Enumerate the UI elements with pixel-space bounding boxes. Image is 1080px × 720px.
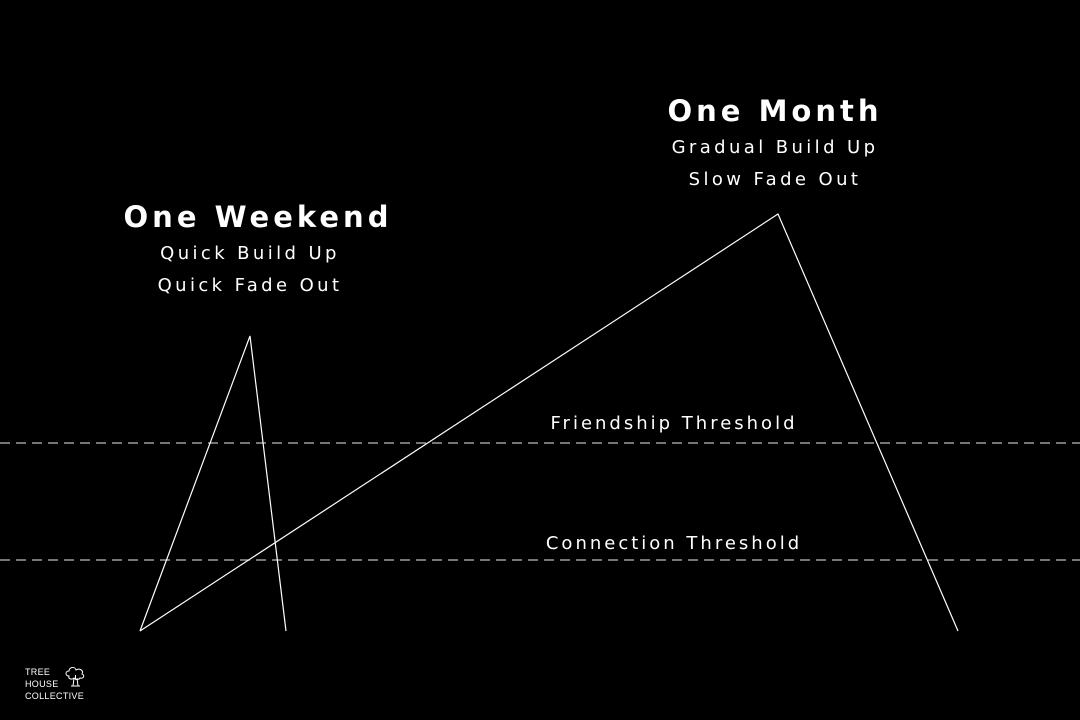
weekend-curve	[139, 335, 287, 632]
logo-wordmark: TREE HOUSE COLLECTIVE	[25, 666, 84, 702]
tree-house-collective-logo: TREE HOUSE COLLECTIVE	[25, 666, 95, 706]
tree-icon	[65, 667, 85, 687]
month-fadeout-label: Slow Fade Out	[688, 169, 862, 190]
weekend-fadeout-label: Quick Fade Out	[157, 275, 343, 296]
weekend-buildup-label: Quick Build Up	[160, 243, 340, 264]
month-title: One Month	[667, 94, 883, 128]
friendship-threshold-label: Friendship Threshold	[550, 413, 798, 434]
logo-line-collective: COLLECTIVE	[25, 691, 85, 701]
month-buildup-label: Gradual Build Up	[671, 137, 879, 158]
logo-line-house: HOUSE	[25, 679, 59, 689]
weekend-title: One Weekend	[123, 200, 393, 234]
month-curve	[139, 213, 959, 632]
logo-line-tree: TREE	[25, 667, 51, 677]
connection-threshold-label: Connection Threshold	[545, 533, 803, 554]
